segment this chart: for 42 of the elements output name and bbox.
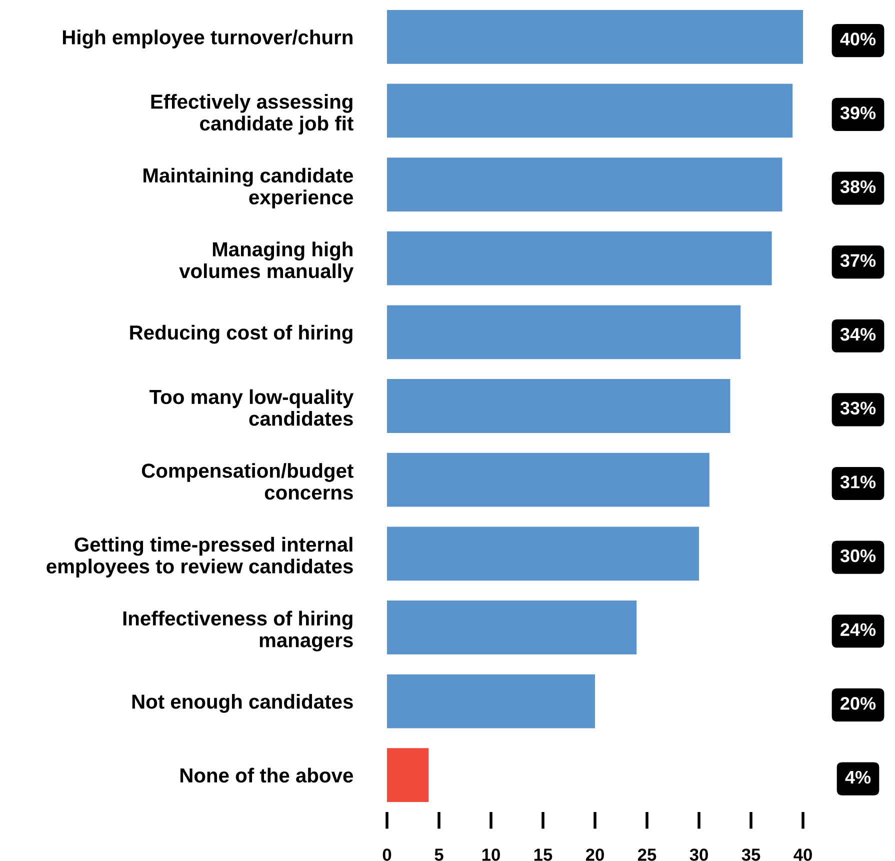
data-label: 34% <box>840 328 876 341</box>
bar <box>387 158 782 212</box>
bar <box>387 452 710 507</box>
bar <box>387 526 699 581</box>
y-tick-label: Getting time-pressed internal employees to review candidates <box>46 536 353 578</box>
x-tick-label: 35 <box>742 848 760 861</box>
bar <box>387 84 793 138</box>
x-tick-label: 5 <box>434 848 444 861</box>
x-tick-label: 25 <box>638 848 656 861</box>
y-tick-label: Reducing cost of hiring <box>130 324 352 344</box>
bar <box>387 10 803 64</box>
y-tick-label: Maintaining candidate experience <box>144 168 353 208</box>
y-tick-label: Too many low-quality candidates <box>150 389 354 426</box>
bar <box>387 748 429 802</box>
y-tick-label: Compensation/budget concerns <box>142 463 354 500</box>
x-tick-label: 15 <box>534 848 552 861</box>
data-label: 37% <box>840 254 876 267</box>
bar <box>387 600 637 654</box>
bar <box>387 305 741 360</box>
data-label: 31% <box>840 476 876 488</box>
x-tick-label: 20 <box>586 848 604 861</box>
y-tick-label: Ineffectiveness of hiring managers <box>123 610 353 652</box>
x-tick-label: 40 <box>794 848 812 861</box>
x-tick-label: 30 <box>690 848 708 861</box>
y-tick-label: Not enough candidates <box>132 694 353 713</box>
y-tick-label: None of the above <box>180 768 353 783</box>
data-label: 24% <box>840 623 876 636</box>
bar <box>387 379 730 433</box>
bar <box>387 674 595 728</box>
y-tick-label: Effectively assessing candidate job fit <box>151 94 354 135</box>
data-label: 30% <box>840 549 876 562</box>
data-label: 40% <box>840 32 876 46</box>
data-label: 4% <box>845 770 871 784</box>
x-tick-label: 10 <box>482 848 500 861</box>
data-label: 39% <box>840 106 876 120</box>
data-label: 33% <box>840 402 876 415</box>
x-tick-label: 0 <box>382 848 392 861</box>
y-tick-label: Managing high volumes manually <box>179 242 354 282</box>
data-label: 20% <box>840 697 876 710</box>
data-label: 38% <box>840 180 876 194</box>
y-tick-label: High employee turnover/churn <box>62 30 352 48</box>
bar <box>387 231 772 286</box>
